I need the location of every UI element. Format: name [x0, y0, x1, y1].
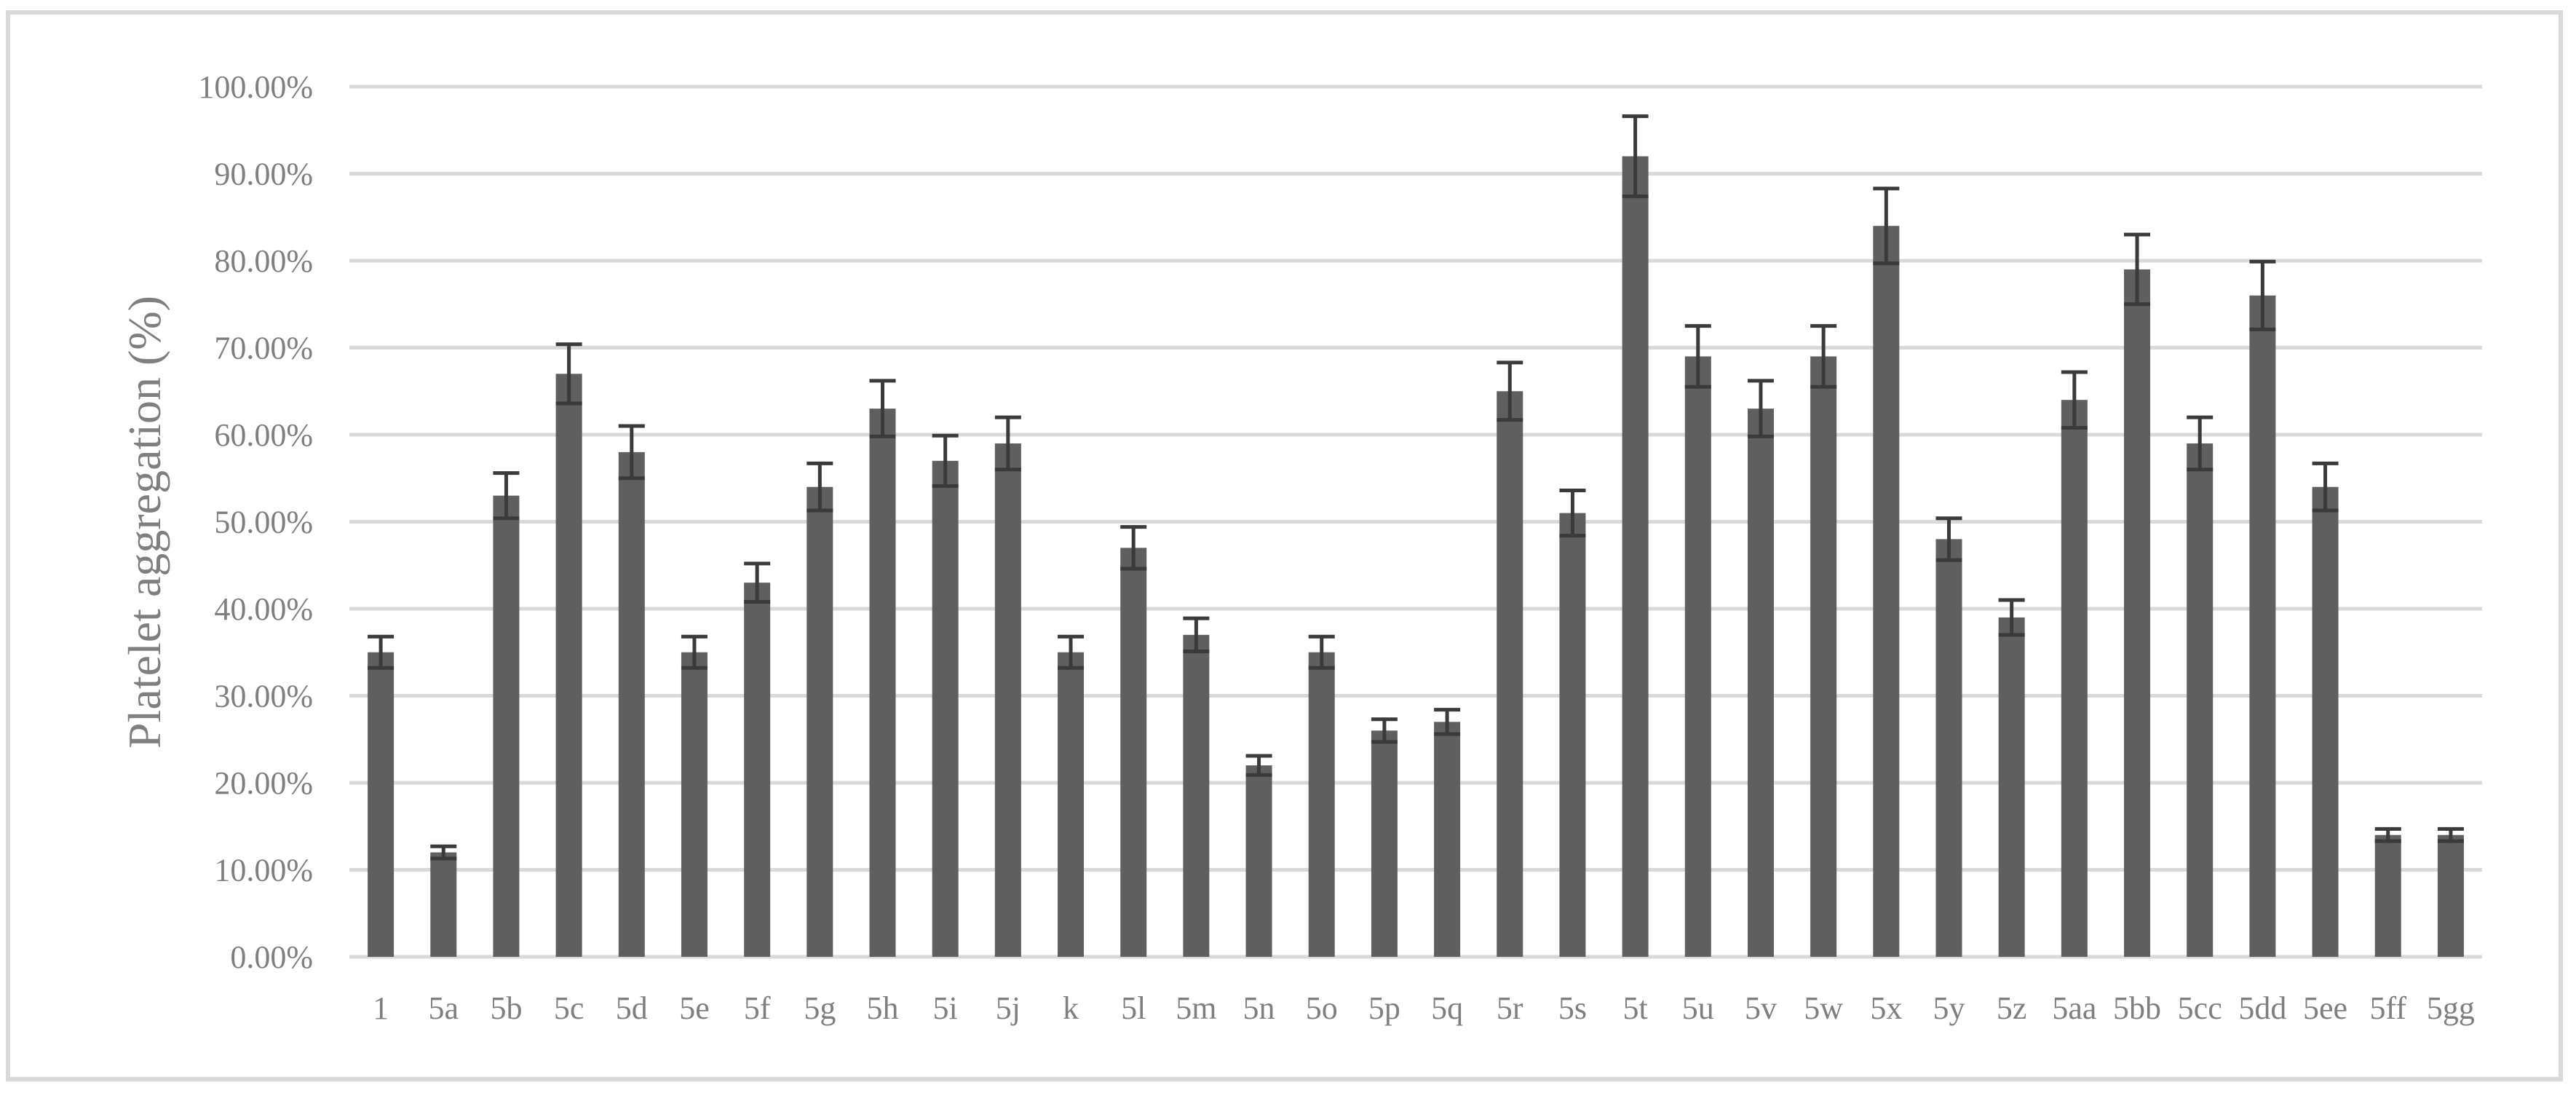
x-tick-label: k	[1063, 990, 1079, 1026]
chart-frame: 0.00% 10.00% 20.00% 30.00% 40.00% 50.00% 60.00…	[6, 10, 2563, 1081]
bar	[430, 852, 457, 957]
bar	[807, 486, 833, 957]
bar	[368, 652, 395, 957]
bar	[1183, 634, 1210, 957]
bar	[1559, 513, 1586, 957]
x-tick-label: 5p	[1368, 990, 1400, 1026]
x-tick-label: 5u	[1682, 990, 1714, 1026]
y-tick-label: 40.00%	[214, 591, 313, 627]
x-tick-label: 1	[373, 990, 389, 1026]
bar	[2249, 295, 2276, 957]
x-tick-label: 5h	[867, 990, 899, 1026]
x-tick-label: 5o	[1306, 990, 1338, 1026]
bar-chart: 0.00% 10.00% 20.00% 30.00% 40.00% 50.00% 60.00…	[119, 69, 2482, 1026]
x-tick-label: 5v	[1745, 990, 1777, 1026]
bar	[1434, 722, 1461, 957]
y-tick-label: 30.00%	[214, 679, 313, 714]
bar	[618, 451, 645, 957]
bar	[1935, 539, 1962, 957]
bar	[932, 460, 959, 957]
y-tick-label: 80.00%	[214, 243, 313, 279]
bar	[1998, 617, 2025, 957]
bar	[1371, 730, 1398, 957]
bar	[1684, 356, 1711, 957]
x-tick-label: 5n	[1243, 990, 1275, 1026]
bar	[744, 583, 771, 957]
bar	[1873, 226, 1900, 957]
bar	[1497, 391, 1523, 957]
y-axis-tick-labels: 0.00% 10.00% 20.00% 30.00% 40.00% 50.00% 60.00…	[198, 69, 313, 975]
x-tick-label: 5r	[1497, 990, 1523, 1026]
x-tick-label: 5gg	[2427, 990, 2475, 1026]
x-tick-label: 5x	[1870, 990, 1902, 1026]
bar	[1058, 652, 1085, 957]
x-tick-label: 5aa	[2052, 990, 2096, 1026]
bar	[2187, 443, 2214, 957]
bars	[368, 156, 2464, 958]
bar	[2374, 834, 2401, 957]
x-axis-tick-labels: 1 5a 5b 5c 5d 5e 5f 5g 5h 5i 5j k 5l 5m 5n 5o 5p 5q 5r 5s 5t…	[373, 990, 2475, 1026]
bar	[1308, 652, 1335, 957]
y-tick-label: 70.00%	[214, 331, 313, 366]
x-tick-label: 5s	[1558, 990, 1587, 1026]
x-tick-label: 5z	[1997, 990, 2027, 1026]
x-tick-label: 5dd	[2238, 990, 2286, 1026]
bar	[869, 409, 896, 957]
bar	[681, 652, 708, 957]
y-tick-label: 10.00%	[214, 853, 313, 888]
bar	[555, 374, 582, 957]
bar	[2437, 834, 2464, 957]
x-tick-label: 5j	[996, 990, 1021, 1026]
bar	[2061, 400, 2088, 957]
x-tick-label: 5bb	[2113, 990, 2161, 1026]
x-tick-label: 5d	[616, 990, 648, 1026]
x-tick-label: 5q	[1431, 990, 1463, 1026]
x-tick-label: 5g	[804, 990, 836, 1026]
bar	[1622, 156, 1649, 958]
x-tick-label: 5c	[554, 990, 584, 1026]
bar	[1747, 409, 1774, 957]
x-tick-label: 5cc	[2178, 990, 2222, 1026]
x-tick-label: 5b	[490, 990, 522, 1026]
x-tick-label: 5a	[428, 990, 459, 1026]
bar	[2312, 486, 2339, 957]
y-tick-label: 50.00%	[214, 505, 313, 540]
x-tick-label: 5y	[1933, 990, 1965, 1026]
x-tick-label: 5ee	[2303, 990, 2347, 1026]
y-tick-label: 100.00%	[198, 69, 313, 105]
x-tick-label: 5e	[679, 990, 710, 1026]
bar	[1810, 356, 1837, 957]
x-tick-label: 5w	[1804, 990, 1843, 1026]
y-tick-label: 20.00%	[214, 765, 313, 801]
bar	[2124, 269, 2151, 957]
bar	[1120, 548, 1147, 957]
y-tick-label: 90.00%	[214, 157, 313, 192]
x-tick-label: 5f	[744, 990, 771, 1026]
x-tick-label: 5ff	[2369, 990, 2406, 1026]
bar	[994, 443, 1021, 957]
x-tick-label: 5m	[1176, 990, 1216, 1026]
y-axis-label: Platelet aggregation (%)	[119, 296, 170, 749]
x-tick-label: 5l	[1121, 990, 1146, 1026]
error-bars	[368, 114, 2464, 861]
x-tick-label: 5t	[1623, 990, 1648, 1026]
y-tick-label: 0.00%	[230, 939, 313, 975]
bar	[493, 495, 520, 957]
bar	[1245, 765, 1272, 957]
x-tick-label: 5i	[933, 990, 958, 1026]
y-tick-label: 60.00%	[214, 417, 313, 453]
grid-lines	[349, 84, 2482, 959]
